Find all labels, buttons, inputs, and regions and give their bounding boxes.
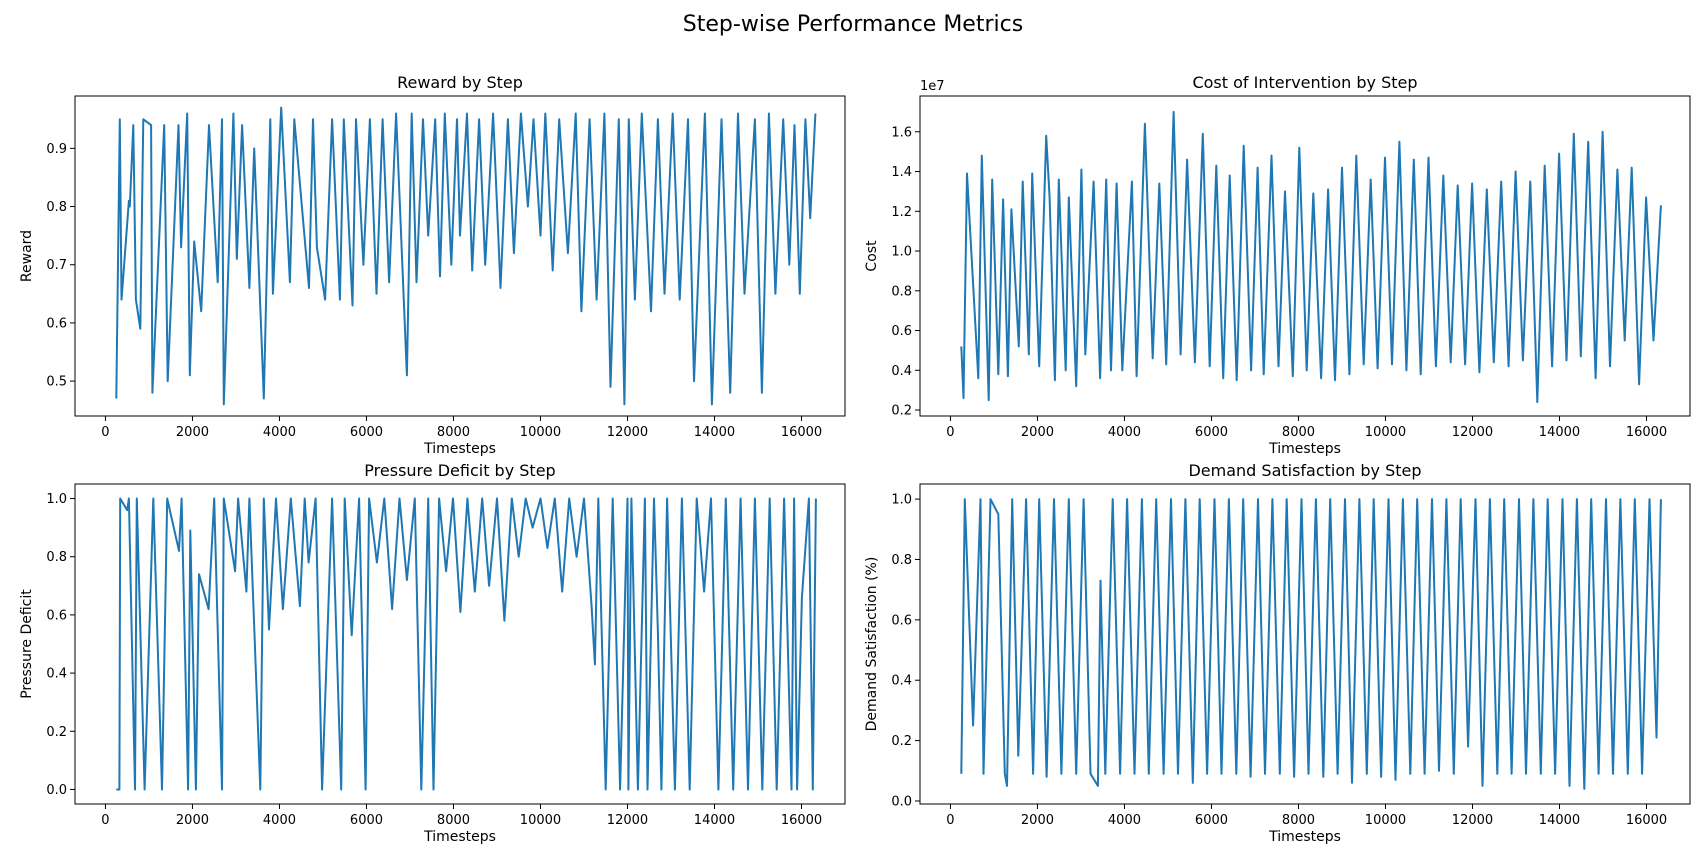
chart-3-ytick-label: 0.6 (46, 608, 67, 623)
chart-4-xtick-label: 8000 (1282, 813, 1315, 828)
chart-1-xtick-label: 8000 (437, 425, 470, 440)
chart-3-xtick-label: 0 (101, 813, 109, 828)
chart-4-ytick-label: 0.6 (891, 613, 912, 628)
chart-3-ytick-label: 1.0 (46, 492, 67, 507)
chart-2-panel: 0 2000 4000 6000 8000 10000 12000 14000 16000 0.2… (864, 73, 1691, 457)
chart-4-ytick-label: 0.4 (891, 674, 912, 689)
chart-1-axes-frame (74, 95, 846, 417)
chart-3-xtick-label: 2000 (176, 813, 209, 828)
chart-3-panel: 0 2000 4000 6000 8000 10000 12000 14000 16000 0.0… (19, 461, 846, 845)
chart-2-xtick-label: 8000 (1282, 425, 1315, 440)
chart-3-ytick-label: 0.8 (46, 550, 67, 565)
chart-2-title: Cost of Intervention by Step (1192, 73, 1417, 92)
chart-4-panel: 0 2000 4000 6000 8000 10000 12000 14000 16000 0.0… (864, 461, 1691, 845)
chart-1-ytick-label: 0.5 (46, 375, 67, 390)
chart-2-ytick-label: 1.4 (891, 165, 912, 180)
chart-3-xtick-label: 6000 (350, 813, 383, 828)
chart-4-ylabel: Demand Satisfaction (%) (864, 557, 880, 732)
chart-1-ylabel: Reward (19, 230, 35, 282)
chart-1-xtick-label: 0 (101, 425, 109, 440)
chart-3-xtick-label: 4000 (263, 813, 296, 828)
chart-2-ytick-label: 0.6 (891, 324, 912, 339)
chart-4-series-line-1 (960, 498, 1662, 790)
chart-4-xtick-label: 14000 (1539, 813, 1580, 828)
chart-4-xlabel: Timesteps (1268, 829, 1341, 845)
chart-2-axes-frame (919, 95, 1691, 417)
chart-1-xtick-label: 4000 (263, 425, 296, 440)
chart-1-ytick-label: 0.6 (46, 316, 67, 331)
chart-3-xtick-label: 8000 (437, 813, 470, 828)
chart-4-ytick-label: 1.0 (891, 493, 912, 508)
chart-2-ytick-label: 1.6 (891, 125, 912, 140)
chart-3-ylabel: Pressure Deficit (19, 589, 35, 699)
chart-4-xtick-label: 0 (946, 813, 954, 828)
chart-2-xtick-label: 0 (946, 425, 954, 440)
chart-4-xtick-label: 4000 (1108, 813, 1141, 828)
chart-4-xtick-label: 10000 (1365, 813, 1406, 828)
chart-1-panel: 0 2000 4000 6000 8000 10000 12000 14000 16000 0.5… (19, 73, 846, 457)
chart-2-ytick-label: 1.0 (891, 245, 912, 260)
chart-4-xtick-label: 2000 (1021, 813, 1054, 828)
chart-2-xtick-label: 6000 (1195, 425, 1228, 440)
chart-4-ytick-label: 0.0 (891, 794, 912, 809)
chart-2-ytick-label: 0.4 (891, 364, 912, 379)
chart-2-ytick-label: 0.2 (891, 404, 912, 419)
chart-2-ytick-label: 1.2 (891, 205, 912, 220)
chart-3-xtick-label: 14000 (694, 813, 735, 828)
chart-4-ytick-label: 0.8 (891, 553, 912, 568)
chart-4-title: Demand Satisfaction by Step (1188, 461, 1421, 480)
chart-2-xtick-label: 2000 (1021, 425, 1054, 440)
chart-3-xtick-label: 12000 (607, 813, 648, 828)
chart-1-ytick-label: 0.7 (46, 258, 67, 273)
chart-1-xlabel: Timesteps (423, 441, 496, 457)
chart-1-xtick-label: 2000 (176, 425, 209, 440)
chart-4-xtick-label: 16000 (1626, 813, 1667, 828)
chart-2-offset-text: 1e7 (920, 79, 945, 94)
chart-4-axes-frame (919, 483, 1691, 805)
chart-3-ytick-label: 0.0 (46, 783, 67, 798)
chart-2-xlabel: Timesteps (1268, 441, 1341, 457)
chart-2-series-line-1 (960, 110, 1662, 404)
chart-2-xtick-label: 4000 (1108, 425, 1141, 440)
chart-1-title: Reward by Step (397, 73, 523, 92)
chart-1-ytick-label: 0.8 (46, 200, 67, 215)
chart-3-ytick-label: 0.2 (46, 725, 67, 740)
chart-1-xtick-label: 6000 (350, 425, 383, 440)
chart-2-xtick-label: 14000 (1539, 425, 1580, 440)
chart-1-ytick-label: 0.9 (46, 142, 67, 157)
chart-4-xtick-label: 6000 (1195, 813, 1228, 828)
chart-1-xtick-label: 14000 (694, 425, 735, 440)
chart-3-xtick-label: 16000 (781, 813, 822, 828)
chart-1-xtick-label: 10000 (520, 425, 561, 440)
chart-2-ylabel: Cost (864, 240, 880, 272)
chart-4-ytick-label: 0.2 (891, 734, 912, 749)
chart-1-xtick-label: 12000 (607, 425, 648, 440)
chart-2-xtick-label: 16000 (1626, 425, 1667, 440)
chart-2-xtick-label: 12000 (1452, 425, 1493, 440)
chart-3-title: Pressure Deficit by Step (364, 461, 555, 480)
chart-2-ytick-label: 0.8 (891, 284, 912, 299)
chart-3-xtick-label: 10000 (520, 813, 561, 828)
chart-1-series-line-1 (115, 106, 817, 406)
chart-3-series-line-1 (116, 497, 817, 791)
chart-2-xtick-label: 10000 (1365, 425, 1406, 440)
chart-4-xtick-label: 12000 (1452, 813, 1493, 828)
chart-3-xlabel: Timesteps (423, 829, 496, 845)
figure-title: Step-wise Performance Metrics (682, 12, 1024, 37)
chart-3-axes-frame (74, 483, 846, 805)
chart-1-xtick-label: 16000 (781, 425, 822, 440)
chart-3-ytick-label: 0.4 (46, 667, 67, 682)
